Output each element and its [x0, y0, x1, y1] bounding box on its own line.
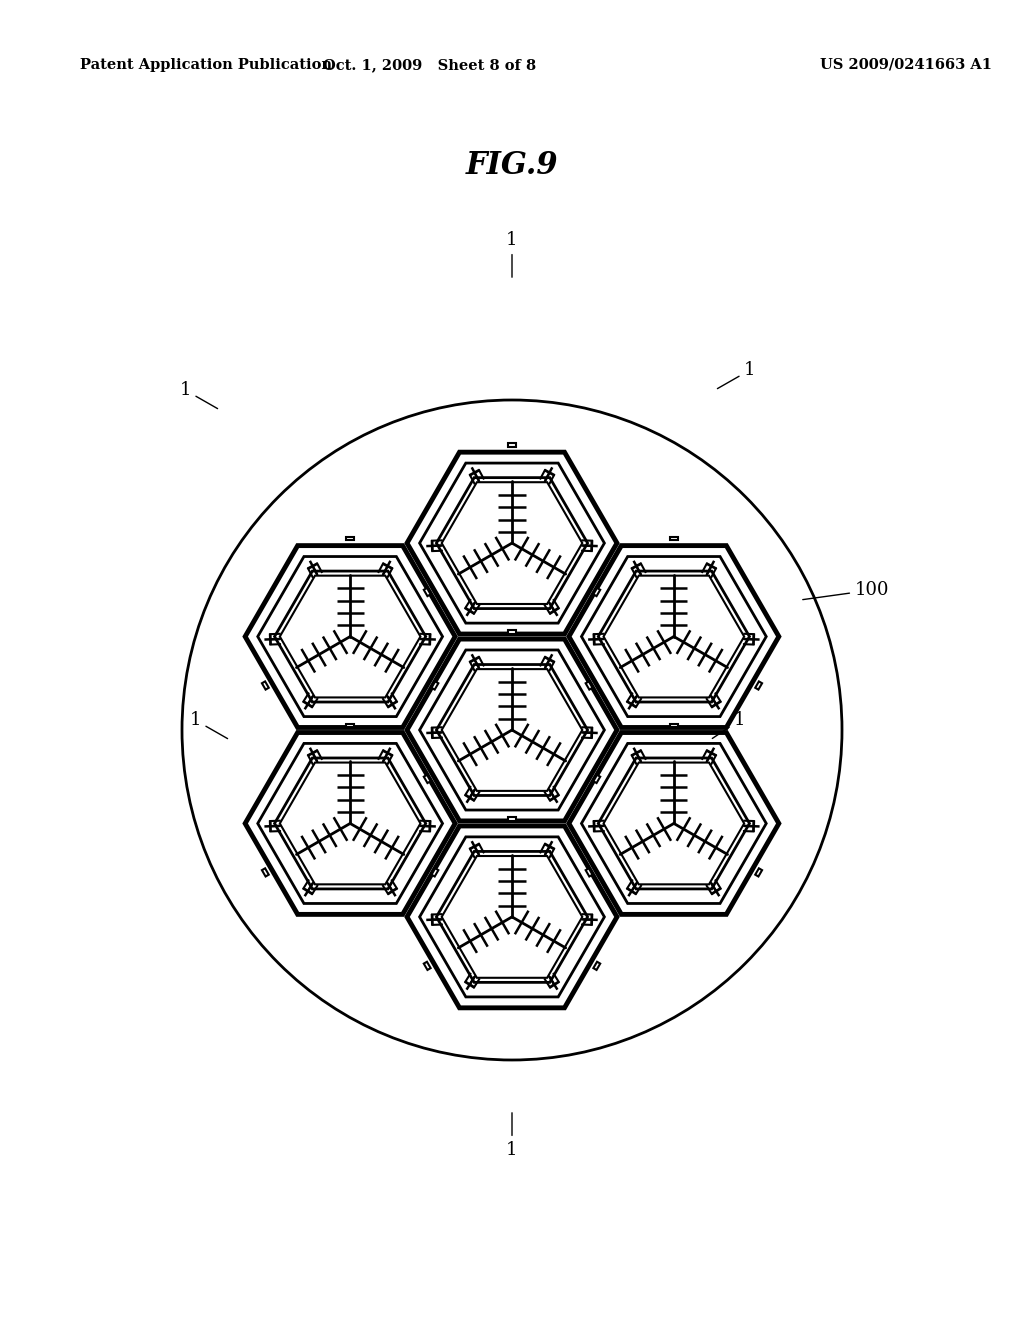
Polygon shape — [436, 478, 588, 609]
Text: Oct. 1, 2009   Sheet 8 of 8: Oct. 1, 2009 Sheet 8 of 8 — [324, 58, 537, 73]
Text: 100: 100 — [803, 581, 890, 599]
Polygon shape — [245, 545, 455, 727]
Polygon shape — [593, 587, 600, 597]
Polygon shape — [274, 572, 426, 702]
Polygon shape — [593, 775, 600, 783]
Polygon shape — [756, 681, 762, 689]
Polygon shape — [569, 733, 779, 915]
Text: 1: 1 — [713, 711, 745, 738]
Polygon shape — [280, 763, 421, 884]
Polygon shape — [407, 453, 617, 634]
Polygon shape — [424, 775, 431, 783]
Polygon shape — [431, 681, 438, 689]
Polygon shape — [407, 639, 617, 821]
Polygon shape — [431, 869, 438, 876]
Text: 1: 1 — [506, 1113, 518, 1159]
Polygon shape — [586, 681, 593, 689]
Polygon shape — [424, 962, 431, 970]
Polygon shape — [582, 557, 766, 717]
Polygon shape — [569, 545, 779, 727]
Polygon shape — [262, 681, 268, 689]
Polygon shape — [407, 826, 617, 1008]
Polygon shape — [441, 855, 583, 978]
Polygon shape — [598, 572, 750, 702]
Polygon shape — [262, 869, 268, 876]
Polygon shape — [598, 758, 750, 888]
Polygon shape — [441, 669, 583, 791]
Text: 1: 1 — [189, 711, 227, 739]
Polygon shape — [586, 869, 593, 876]
Circle shape — [182, 400, 842, 1060]
Text: 1: 1 — [179, 381, 217, 409]
Polygon shape — [274, 758, 426, 888]
Polygon shape — [258, 557, 442, 717]
Polygon shape — [508, 630, 516, 634]
Polygon shape — [508, 817, 516, 821]
Text: 1: 1 — [506, 231, 518, 277]
Text: FIG.9: FIG.9 — [466, 149, 558, 181]
Text: US 2009/0241663 A1: US 2009/0241663 A1 — [820, 58, 992, 73]
Polygon shape — [670, 723, 678, 727]
Polygon shape — [436, 664, 588, 796]
Polygon shape — [756, 869, 762, 876]
Polygon shape — [424, 587, 431, 597]
Polygon shape — [436, 851, 588, 982]
Polygon shape — [258, 743, 442, 903]
Polygon shape — [420, 649, 604, 810]
Polygon shape — [441, 482, 583, 605]
Polygon shape — [346, 537, 354, 540]
Polygon shape — [670, 537, 678, 540]
Polygon shape — [603, 576, 744, 697]
Polygon shape — [603, 763, 744, 884]
Polygon shape — [508, 444, 516, 447]
Text: Patent Application Publication: Patent Application Publication — [80, 58, 332, 73]
Polygon shape — [420, 837, 604, 997]
Polygon shape — [245, 733, 455, 915]
Polygon shape — [346, 723, 354, 727]
Polygon shape — [420, 463, 604, 623]
Text: 1: 1 — [718, 360, 756, 388]
Polygon shape — [593, 962, 600, 970]
Polygon shape — [582, 743, 766, 903]
Polygon shape — [280, 576, 421, 697]
